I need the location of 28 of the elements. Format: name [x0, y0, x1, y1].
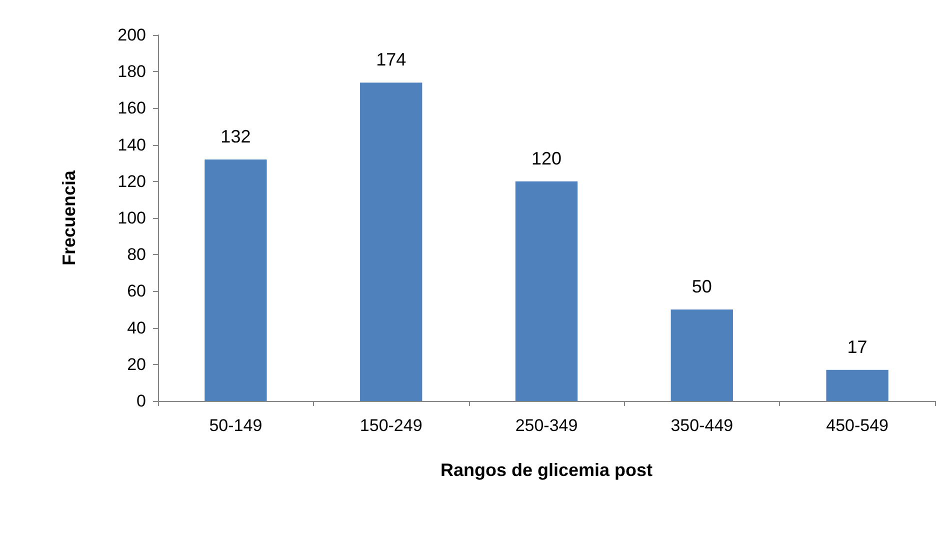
x-tick-label: 450-549 — [826, 416, 888, 435]
bar — [515, 181, 578, 401]
y-tick-label: 40 — [127, 318, 146, 338]
bar — [360, 82, 422, 401]
x-tick-label: 350-449 — [670, 416, 734, 435]
x-tick-label: 250-349 — [515, 416, 578, 435]
x-tick-label: 50-149 — [209, 416, 262, 435]
y-tick-label: 160 — [118, 98, 146, 118]
y-tick-label: 180 — [118, 62, 146, 82]
y-axis-title: Frecuencia — [59, 169, 79, 266]
y-tick-label: 200 — [118, 26, 146, 44]
y-tick-label: 140 — [118, 135, 146, 154]
bar — [670, 310, 733, 401]
data-label: 17 — [847, 336, 868, 357]
y-tick-label: 20 — [127, 354, 146, 374]
bar — [204, 159, 267, 401]
bar — [826, 370, 888, 401]
data-label: 174 — [376, 50, 406, 70]
y-tick-label: 100 — [118, 208, 146, 228]
data-label: 120 — [531, 148, 562, 168]
x-tick-label: 150-249 — [360, 416, 422, 435]
y-tick-label: 0 — [136, 392, 146, 410]
x-axis-title: Rangos de glicemia post — [440, 460, 653, 480]
data-label: 50 — [692, 276, 712, 296]
data-label: 132 — [220, 126, 251, 146]
y-tick-label: 120 — [118, 172, 146, 191]
y-tick-label: 80 — [127, 245, 146, 264]
y-tick-label: 60 — [127, 282, 146, 301]
